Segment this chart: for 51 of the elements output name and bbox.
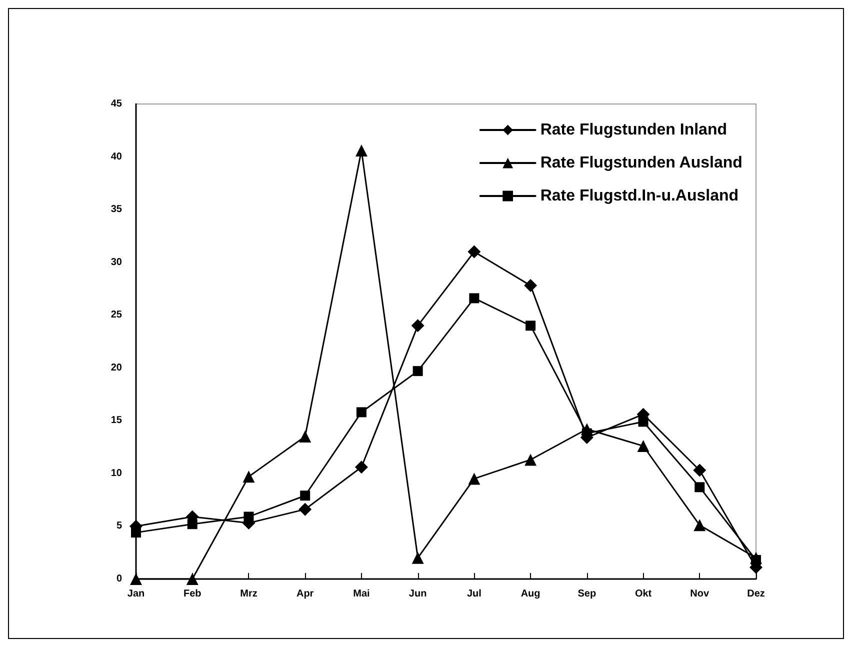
point (244, 512, 254, 522)
point (131, 528, 141, 538)
y-tick-label: 30 (110, 256, 122, 268)
legend-label: Rate Flugstunden Ausland (540, 154, 742, 172)
x-tick-label: Mrz (240, 588, 258, 600)
x-tick-label: Sep (578, 588, 596, 600)
x-tick-label: Aug (520, 588, 540, 600)
point (638, 416, 648, 427)
point (637, 440, 650, 452)
point (468, 472, 480, 485)
y-tick-label: 35 (110, 204, 122, 216)
y-tick-label: 40 (110, 151, 122, 162)
x-tick-label: Okt (634, 588, 652, 600)
x-tick-label: Jul (466, 588, 482, 600)
point (469, 293, 480, 304)
x-tick-label: Jun (408, 588, 427, 600)
point (412, 552, 424, 564)
y-tick-label: 45 (110, 98, 122, 110)
point (298, 502, 312, 516)
y-tick-label: 20 (110, 362, 122, 374)
y-tick-label: 10 (110, 468, 122, 479)
point (356, 407, 366, 418)
point (186, 573, 198, 585)
point (187, 519, 198, 530)
point (242, 470, 255, 483)
x-tick-label: Jan (127, 588, 145, 600)
point (751, 555, 761, 565)
y-tick-label: 0 (116, 574, 122, 584)
x-tick-label: Nov (690, 588, 710, 600)
legend-label: Rate Flugstunden Inland (540, 122, 727, 138)
y-tick-label: 15 (110, 415, 122, 426)
point (694, 519, 706, 532)
x-tick-label: Mai (353, 588, 370, 600)
x-tick-label: Apr (296, 588, 314, 600)
point (524, 454, 537, 466)
point (411, 319, 424, 332)
point (526, 320, 536, 331)
point (354, 460, 368, 474)
legend-label: Rate Flugstd.In-u.Ausland (540, 188, 739, 204)
point (299, 430, 312, 442)
point (693, 464, 706, 477)
point (694, 482, 705, 492)
point (300, 490, 310, 501)
y-tick-label: 25 (110, 310, 122, 321)
point (468, 245, 481, 258)
y-tick-label: 5 (116, 520, 122, 532)
point (524, 279, 538, 292)
x-tick-label: Feb (183, 588, 202, 600)
x-tick-label: Dez (747, 588, 765, 600)
point (355, 144, 368, 156)
point (412, 366, 423, 376)
